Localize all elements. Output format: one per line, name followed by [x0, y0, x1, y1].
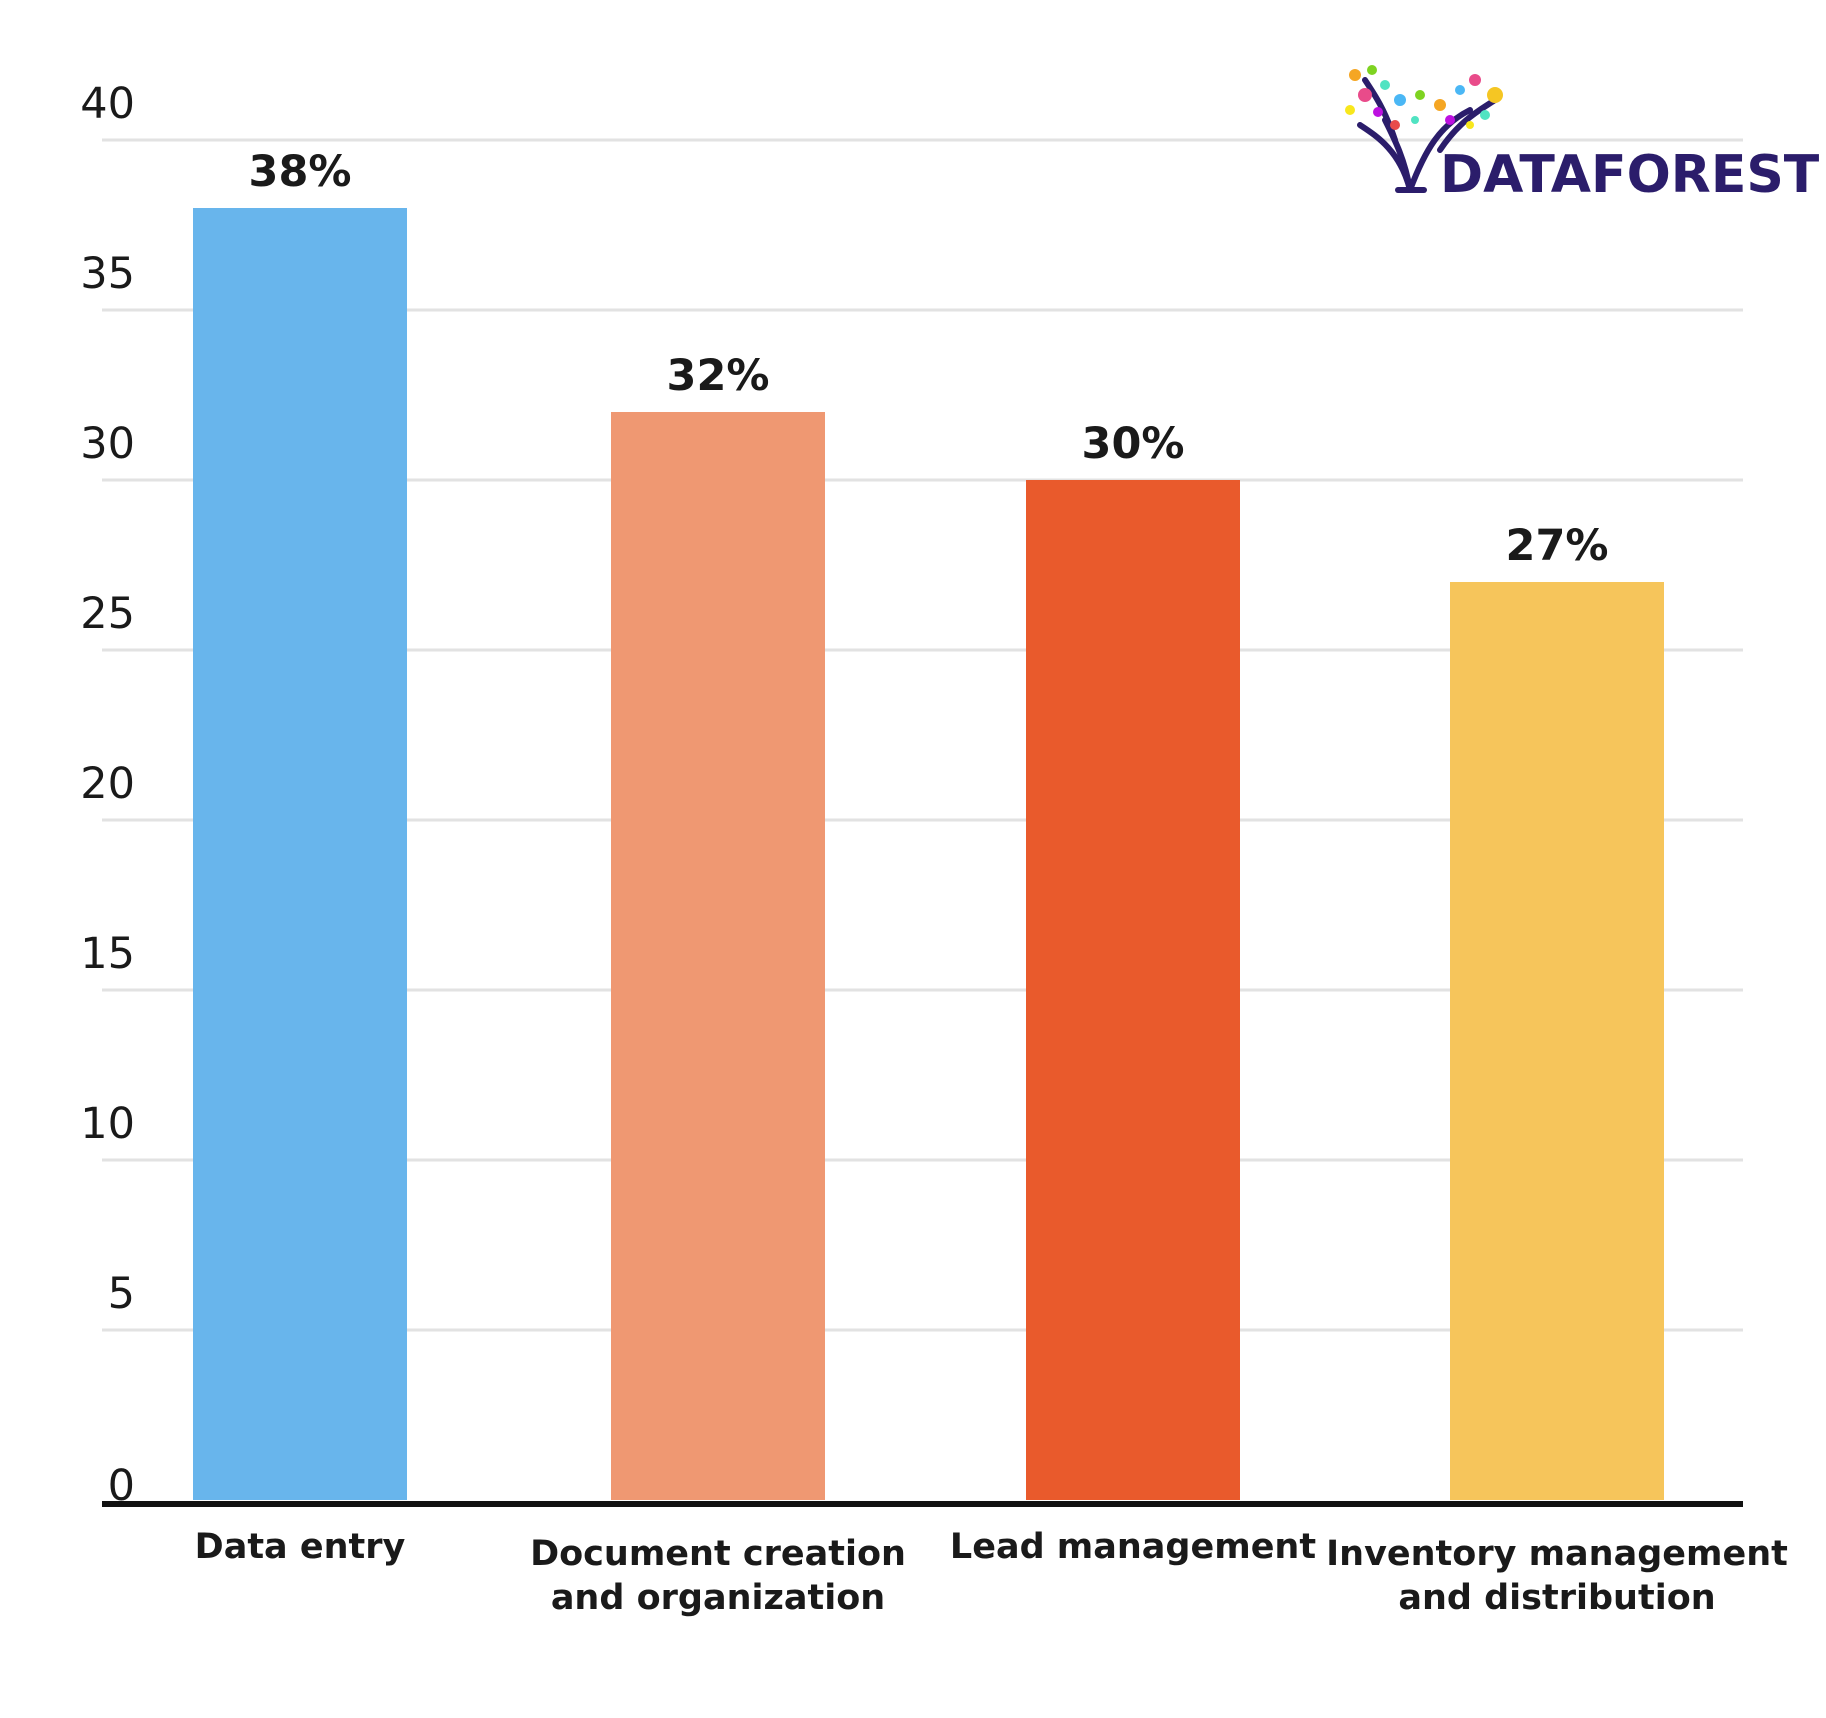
y-tick-label: 35	[80, 249, 135, 299]
dataforest-logo: DATAFOREST	[1345, 65, 1820, 205]
bar	[193, 208, 407, 1500]
bars	[193, 208, 1664, 1500]
bar	[611, 412, 825, 1500]
category-label: Lead management	[950, 1527, 1316, 1567]
y-tick-label: 40	[80, 79, 135, 129]
y-tick-label: 10	[80, 1099, 135, 1149]
tree-icon	[1345, 65, 1503, 193]
category-label: and organization	[551, 1578, 885, 1618]
logo-text: DATAFOREST	[1440, 145, 1820, 205]
y-tick-label: 20	[80, 759, 135, 809]
value-labels: 38% 32% 30% 27%	[249, 147, 1609, 571]
value-label: 32%	[667, 351, 770, 401]
category-label: and distribution	[1398, 1578, 1715, 1618]
value-label: 27%	[1506, 521, 1609, 571]
y-tick-label: 5	[108, 1269, 135, 1319]
bar	[1026, 480, 1240, 1500]
y-tick-label: 25	[80, 589, 135, 639]
value-label: 30%	[1082, 419, 1185, 469]
y-tick-label: 15	[80, 929, 135, 979]
category-label: Document creation	[530, 1534, 906, 1574]
y-tick-label: 30	[80, 419, 135, 469]
value-label: 38%	[249, 147, 352, 197]
category-label: Inventory management	[1326, 1534, 1788, 1574]
category-label: Data entry	[195, 1527, 406, 1567]
bar	[1450, 582, 1664, 1500]
